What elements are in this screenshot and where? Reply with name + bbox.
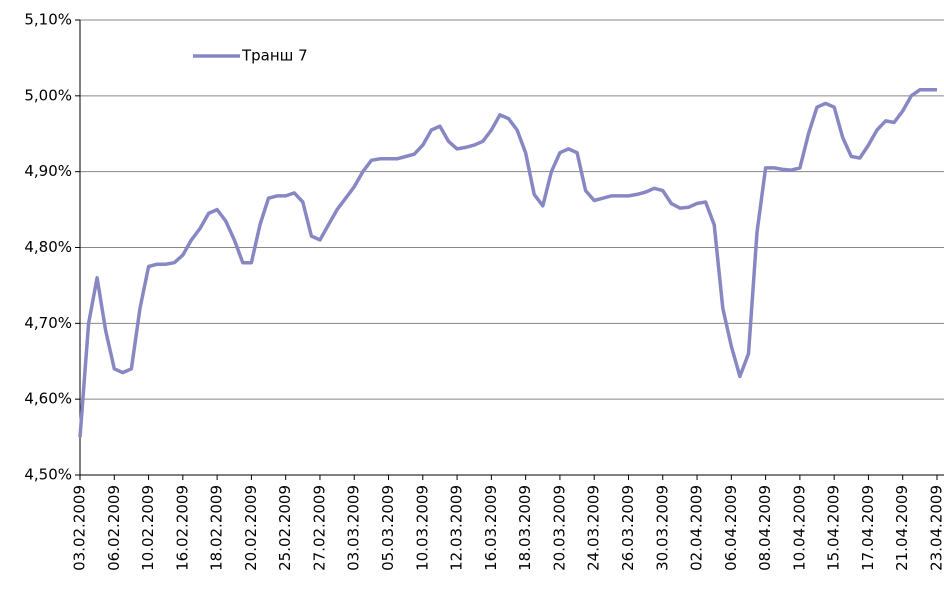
x-tick-label: 18.02.2009 (208, 485, 226, 571)
x-tick-label: 20.03.2009 (550, 485, 568, 571)
x-tick-label: 20.02.2009 (242, 485, 260, 571)
x-tick-label: 16.02.2009 (173, 485, 191, 571)
y-tick-label: 4,50% (24, 466, 72, 484)
x-tick-label: 02.04.2009 (688, 485, 706, 571)
x-tick-label: 08.04.2009 (756, 485, 774, 571)
x-tick-label: 03.02.2009 (71, 485, 89, 571)
x-tick-label: 26.03.2009 (619, 485, 637, 571)
legend-label: Транш 7 (241, 47, 308, 65)
x-tick-label: 27.02.2009 (310, 485, 328, 571)
x-tick-label: 21.04.2009 (893, 485, 911, 571)
x-tick-label: 24.03.2009 (585, 485, 603, 571)
x-tick-label: 30.03.2009 (653, 485, 671, 571)
x-tick-label: 25.02.2009 (276, 485, 294, 571)
y-tick-label: 4,70% (24, 314, 72, 332)
y-tick-label: 4,90% (24, 162, 72, 180)
y-tick-label: 5,00% (24, 86, 72, 104)
x-tick-label: 10.02.2009 (139, 485, 157, 571)
y-tick-label: 5,10% (24, 11, 72, 29)
series-line (78, 88, 937, 438)
x-tick-label: 06.04.2009 (722, 485, 740, 571)
x-tick-label: 15.04.2009 (825, 485, 843, 571)
y-tick-label: 4,80% (24, 238, 72, 256)
x-tick-label: 10.03.2009 (413, 485, 431, 571)
x-tick-label: 16.03.2009 (482, 485, 500, 571)
x-tick-label: 10.04.2009 (790, 485, 808, 571)
x-tick-label: 06.02.2009 (105, 485, 123, 571)
x-tick-label: 12.03.2009 (448, 485, 466, 571)
x-tick-label: 03.03.2009 (345, 485, 363, 571)
x-tick-label: 17.04.2009 (859, 485, 877, 571)
x-tick-label: 05.03.2009 (379, 485, 397, 571)
x-tick-label: 18.03.2009 (516, 485, 534, 571)
y-tick-label: 4,60% (24, 390, 72, 408)
x-tick-label: 23.04.2009 (928, 485, 944, 571)
